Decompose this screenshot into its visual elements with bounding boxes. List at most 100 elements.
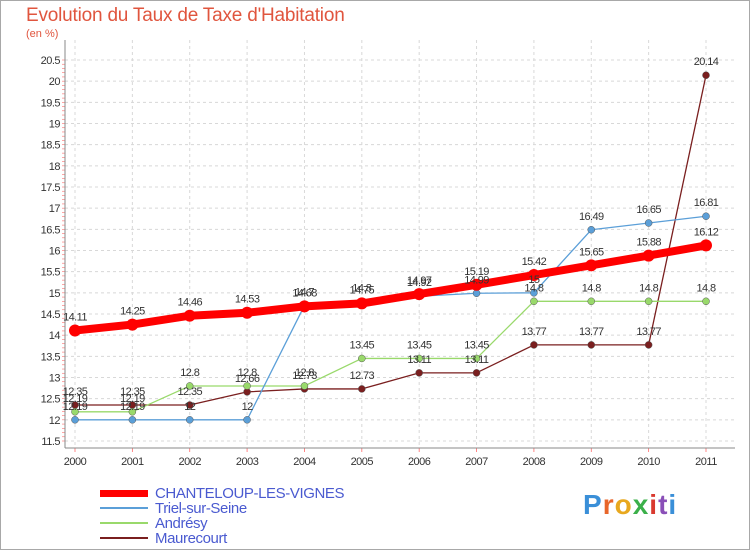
series-line	[74, 300, 707, 413]
data-label: 13.77	[636, 326, 661, 338]
data-label: 14.99	[464, 274, 489, 286]
data-point	[415, 369, 423, 377]
data-label: 14.68	[292, 287, 317, 299]
y-tick-label: 13	[49, 373, 61, 385]
data-label: 13.77	[522, 326, 547, 338]
data-label: 14.92	[407, 277, 432, 289]
data-label: 12.19	[120, 393, 145, 405]
data-point	[585, 259, 598, 272]
x-tick-label: 2000	[64, 456, 87, 468]
x-tick-label: 2010	[637, 456, 660, 468]
data-point	[243, 382, 251, 390]
logo-letter: t	[658, 489, 669, 520]
data-point	[470, 278, 483, 291]
logo-letter: i	[649, 489, 659, 520]
data-point	[185, 382, 194, 390]
x-tick-label: 2008	[523, 456, 546, 468]
data-label: 14.8	[696, 282, 715, 294]
y-tick-label: 14	[49, 330, 61, 342]
y-tick-label: 20	[49, 76, 61, 88]
y-tick-label: 15.5	[41, 267, 61, 279]
legend-item: Andrésy	[100, 515, 400, 532]
data-label: 14.7	[295, 287, 314, 299]
data-label: 12.73	[350, 370, 375, 382]
proxiti-logo: Proxiti	[583, 489, 677, 521]
data-point	[185, 416, 194, 424]
y-tick-label: 16.5	[41, 224, 61, 236]
data-label: 15.65	[579, 246, 604, 258]
data-point	[472, 354, 481, 363]
data-label: 12.66	[235, 373, 260, 385]
legend-label: Andrésy	[155, 515, 208, 532]
data-label: 14.25	[120, 306, 145, 318]
data-label: 15.42	[522, 256, 547, 268]
data-label: 16.49	[579, 211, 604, 223]
x-tick-label: 2005	[351, 456, 374, 468]
series-line	[71, 241, 710, 335]
data-label: 14.8	[582, 282, 601, 294]
data-point	[415, 354, 423, 363]
legend-label: Maurecourt	[155, 530, 227, 547]
legend-label: CHANTELOUP-LES-VIGNES	[155, 485, 345, 502]
data-point	[358, 354, 366, 363]
data-label: 15.19	[464, 266, 489, 278]
data-label: 12.19	[120, 401, 145, 413]
data-point	[642, 249, 655, 262]
y-tick-label: 16	[49, 246, 61, 258]
legend-item: Maurecourt	[100, 530, 400, 547]
x-tick-label: 2009	[580, 456, 603, 468]
data-point	[644, 297, 653, 306]
x-tick-label: 2002	[178, 456, 201, 468]
data-point	[587, 226, 596, 234]
data-label: 12.8	[238, 367, 257, 379]
data-point	[472, 369, 481, 377]
logo-letter: o	[614, 489, 633, 520]
chart-title: Evolution du Taux de Taxe d'Habitation	[26, 5, 345, 26]
data-label: 13.45	[350, 339, 375, 351]
data-label: 12.35	[177, 386, 202, 398]
data-point	[243, 416, 251, 424]
legend-item: CHANTELOUP-LES-VIGNES	[100, 485, 400, 502]
data-label: 12.35	[63, 386, 88, 398]
data-point	[358, 385, 366, 393]
data-point	[702, 71, 710, 79]
data-label: 13.11	[407, 354, 431, 366]
legend-swatch	[100, 537, 148, 539]
data-point	[700, 239, 712, 252]
data-label: 16.12	[694, 226, 719, 238]
y-tick-label: 12.5	[41, 394, 61, 406]
data-point	[71, 408, 79, 416]
data-point	[587, 341, 596, 349]
data-label: 12	[184, 401, 196, 413]
y-tick-label: 17.5	[41, 182, 61, 194]
x-tick-label: 2007	[465, 456, 488, 468]
y-tick-label: 19	[49, 119, 61, 131]
logo-letter: i	[668, 489, 678, 520]
legend-item: Triel-sur-Seine	[100, 500, 400, 517]
data-label: 12.35	[120, 386, 145, 398]
data-point	[530, 341, 538, 349]
data-point	[298, 300, 311, 313]
legend-swatch	[100, 490, 148, 497]
data-label: 14.8	[639, 282, 658, 294]
data-label: 13.45	[464, 339, 489, 351]
data-label: 14.8	[524, 282, 543, 294]
data-point	[702, 297, 710, 306]
data-label: 13.11	[465, 354, 489, 366]
data-point	[530, 289, 538, 297]
data-point	[183, 309, 196, 322]
x-tick-label: 2011	[695, 456, 717, 468]
data-label: 12.8	[295, 367, 314, 379]
y-tick-label: 15	[49, 288, 61, 300]
y-tick-label: 12	[49, 415, 61, 427]
y-tick-label: 17	[49, 203, 61, 215]
data-label: 12.8	[180, 367, 199, 379]
legend-swatch	[100, 507, 148, 509]
data-point	[241, 306, 254, 319]
data-label: 13.77	[579, 326, 604, 338]
data-label: 12.19	[63, 401, 88, 413]
data-point	[126, 318, 139, 331]
y-tick-label: 11.5	[41, 436, 60, 448]
data-label: 14.11	[63, 312, 87, 324]
